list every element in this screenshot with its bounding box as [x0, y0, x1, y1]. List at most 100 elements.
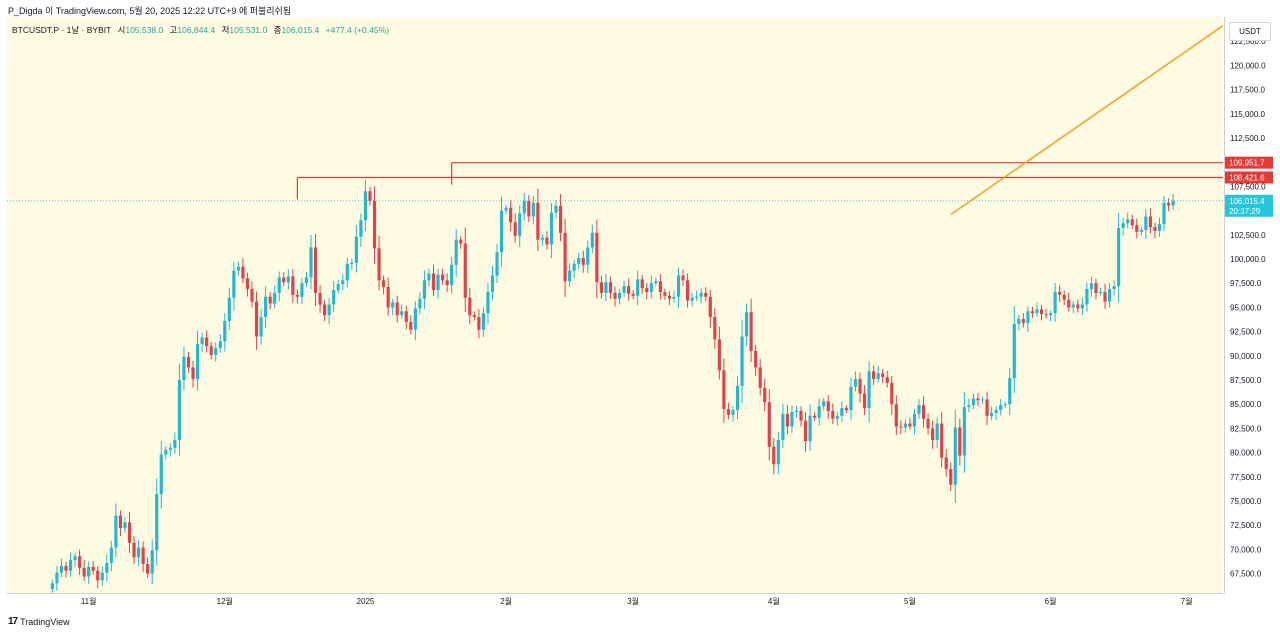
candle-body	[599, 282, 603, 293]
candle-body	[640, 279, 644, 289]
price-tick-label: 107,500.0	[1230, 182, 1266, 191]
high-label: 고	[169, 25, 178, 35]
price-tick-label: 120,000.0	[1230, 61, 1266, 70]
candle-body	[686, 280, 690, 301]
candle-body	[1048, 313, 1053, 316]
candle-body	[1008, 378, 1012, 405]
low-label: 저	[221, 25, 230, 35]
candle-body	[758, 367, 762, 388]
candle-body	[971, 398, 976, 406]
candle-body	[1117, 228, 1121, 287]
candle-body	[409, 321, 413, 330]
candle-body	[822, 401, 826, 407]
candle-body	[136, 547, 141, 558]
candle-body	[949, 469, 953, 485]
candle-body	[309, 247, 313, 278]
candle-body	[1166, 202, 1171, 206]
candlestick-chart[interactable]	[7, 17, 1223, 593]
time-tick-label: 3월	[627, 596, 639, 606]
candle-body	[1121, 223, 1125, 229]
candle-body	[155, 494, 159, 551]
candle-body	[645, 288, 649, 292]
candle-body	[940, 423, 944, 458]
candle-body	[141, 547, 145, 564]
candle-body	[690, 297, 694, 301]
candle-body	[799, 411, 803, 421]
candle-body	[1144, 216, 1148, 230]
candle-body	[273, 292, 277, 304]
candle-body	[781, 413, 785, 441]
chart-area[interactable]	[7, 17, 1223, 594]
candle-body	[96, 570, 100, 581]
price-tick-label: 80,000.0	[1230, 449, 1262, 458]
candle-body	[1130, 219, 1134, 226]
footer-branding: 17 TradingView	[8, 616, 70, 627]
candle-body	[890, 382, 894, 405]
candle-body	[586, 247, 590, 265]
candle-body	[350, 262, 354, 264]
candle-body	[826, 401, 830, 412]
candle-body	[813, 415, 817, 418]
publish-caption: P_Digda 이 TradingView.com, 5월 20, 2025 1…	[8, 6, 292, 16]
candle-body	[73, 556, 77, 561]
candle-body	[695, 296, 699, 298]
candle-body	[123, 522, 127, 529]
candle-body	[722, 370, 726, 410]
candle-body	[1030, 311, 1035, 314]
candle-body	[404, 311, 408, 322]
candle-body	[699, 292, 703, 297]
candle-body	[953, 427, 957, 485]
candle-body	[413, 308, 417, 330]
candle-body	[377, 248, 381, 281]
candle-body	[1085, 289, 1089, 305]
candle-body	[985, 399, 989, 416]
candle-body	[218, 341, 222, 349]
time-tick-label: 5월	[904, 596, 916, 606]
candle-body	[835, 415, 839, 419]
resistance-price-label: 108,421.6	[1229, 173, 1265, 182]
candle-body	[590, 232, 594, 248]
candle-body	[704, 292, 708, 297]
candle-body	[731, 410, 735, 415]
candle-body	[1021, 319, 1025, 323]
candle-body	[354, 236, 358, 263]
candle-body	[277, 277, 281, 293]
candle-body	[853, 379, 858, 387]
symbol-label: BTCUSDT.P · 1날 · BYBIT	[12, 25, 112, 35]
time-tick-label: 12월	[217, 596, 233, 606]
candle-body	[790, 411, 794, 427]
currency-selector[interactable]: USDT	[1229, 22, 1271, 41]
candle-body	[295, 294, 299, 297]
candle-body	[1062, 294, 1066, 300]
candle-body	[803, 420, 808, 442]
price-tick-label: 85,000.0	[1230, 400, 1262, 409]
candle-body	[676, 275, 681, 297]
time-tick-label: 11월	[81, 596, 97, 606]
time-axis[interactable]: 11월 12월 2025 2월 3월 4월 5월 6월 7월	[7, 594, 1223, 610]
candle-body	[672, 296, 676, 299]
candle-body	[268, 296, 272, 304]
candle-body	[735, 385, 740, 411]
candle-body	[327, 304, 331, 316]
candle-body	[250, 289, 254, 302]
candle-body	[368, 191, 372, 201]
candle-body	[245, 278, 250, 290]
candle-body	[236, 266, 240, 271]
candle-body	[254, 301, 259, 337]
price-axis[interactable]: 67,500.0 70,000.0 72,500.0 75,000.0 77,500.0…	[1224, 17, 1280, 593]
open-label: 시	[117, 25, 126, 35]
candle-body	[386, 287, 390, 308]
price-tick-label: 75,000.0	[1230, 497, 1262, 506]
candle-body	[150, 550, 154, 574]
candle-body	[1135, 225, 1139, 232]
candle-body	[513, 222, 517, 236]
candle-body	[908, 423, 912, 427]
price-tick-label: 82,500.0	[1230, 424, 1262, 433]
candle-body	[1153, 227, 1157, 231]
candle-body	[209, 346, 213, 355]
candle-body	[608, 282, 613, 293]
candle-body	[518, 213, 522, 236]
candle-body	[740, 336, 744, 386]
candle-body	[754, 350, 758, 368]
candle-body	[259, 317, 263, 337]
